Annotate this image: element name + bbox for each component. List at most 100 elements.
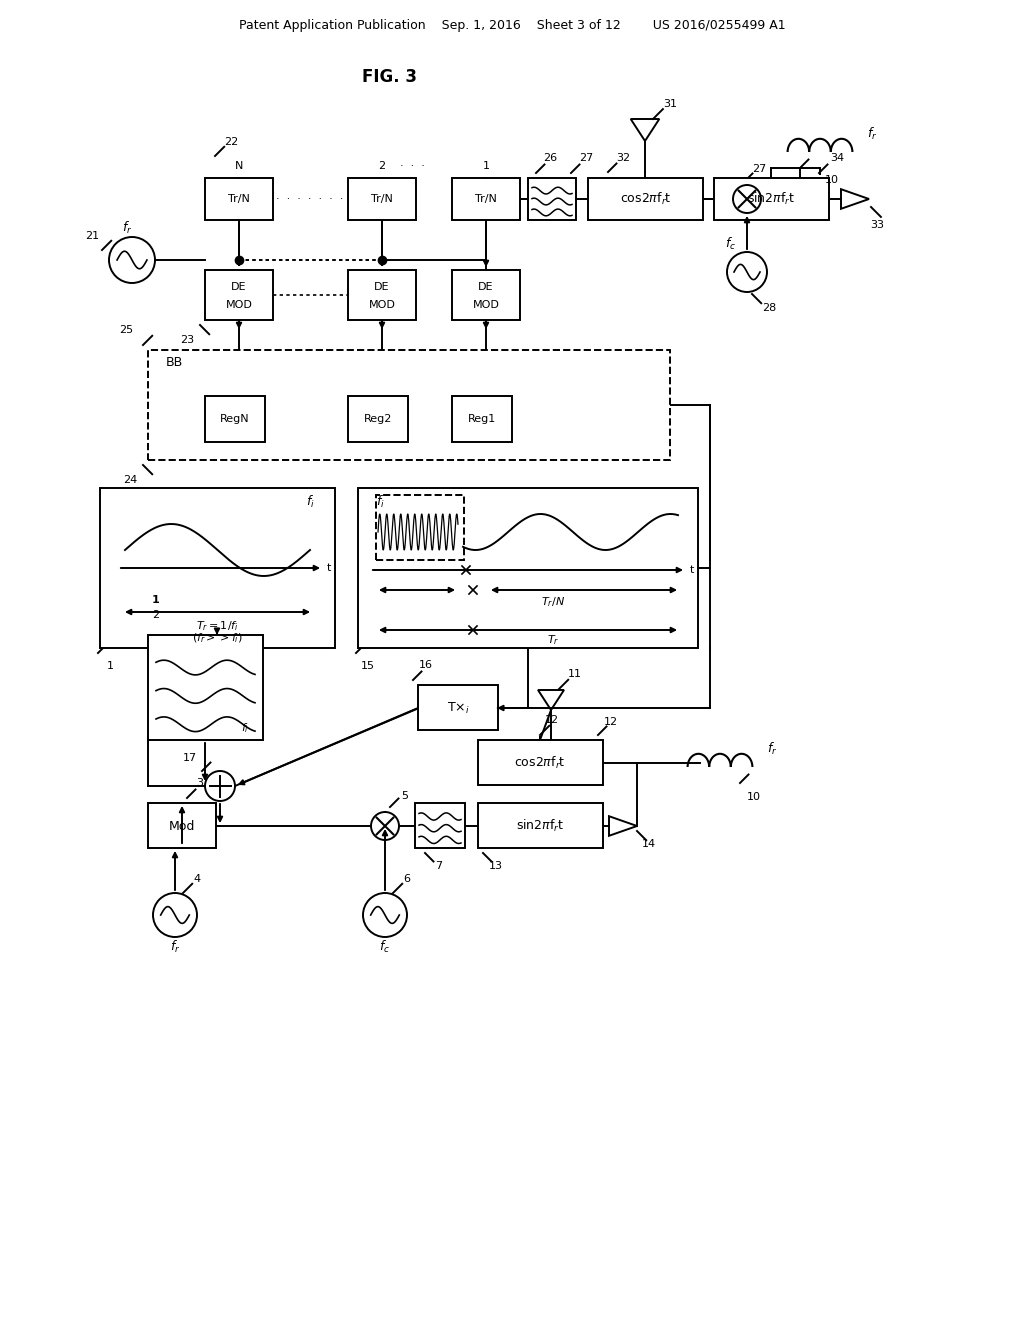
Text: MOD: MOD xyxy=(472,300,500,310)
Text: 6: 6 xyxy=(403,874,411,884)
Bar xyxy=(205,271,273,319)
Text: 12: 12 xyxy=(604,717,618,727)
Bar xyxy=(358,488,698,648)
Circle shape xyxy=(733,185,761,213)
Bar xyxy=(348,178,416,220)
Text: Patent Application Publication    Sep. 1, 2016    Sheet 3 of 12        US 2016/0: Patent Application Publication Sep. 1, 2… xyxy=(239,18,785,32)
Text: 28: 28 xyxy=(762,304,776,313)
Text: cos2$\pi$f$_r$t: cos2$\pi$f$_r$t xyxy=(514,755,566,771)
Text: 4: 4 xyxy=(194,874,201,884)
Circle shape xyxy=(205,771,234,801)
Text: 16: 16 xyxy=(419,660,433,671)
Text: $T_r$: $T_r$ xyxy=(547,634,559,647)
Text: 17: 17 xyxy=(183,752,197,763)
Text: 22: 22 xyxy=(224,137,239,147)
Text: 1: 1 xyxy=(106,661,114,671)
Circle shape xyxy=(109,238,155,282)
Text: $T_r/N$: $T_r/N$ xyxy=(541,595,565,609)
Text: $f_c$: $f_c$ xyxy=(725,236,736,252)
Circle shape xyxy=(371,812,399,840)
Text: Tr/N: Tr/N xyxy=(475,194,497,205)
Bar xyxy=(415,803,465,847)
Text: 2: 2 xyxy=(379,161,386,172)
Bar xyxy=(205,178,273,220)
Text: DE: DE xyxy=(231,281,247,292)
Circle shape xyxy=(153,894,197,937)
Text: 25: 25 xyxy=(119,325,133,335)
Text: Reg1: Reg1 xyxy=(468,414,496,424)
Bar xyxy=(348,271,416,319)
Text: DE: DE xyxy=(478,281,494,292)
Text: T$\times_i$: T$\times_i$ xyxy=(446,701,469,715)
Circle shape xyxy=(727,252,767,292)
Text: t: t xyxy=(690,565,694,576)
Bar xyxy=(714,178,829,220)
Text: 33: 33 xyxy=(870,220,884,230)
Text: cos2$\pi$f$_r$t: cos2$\pi$f$_r$t xyxy=(620,191,672,207)
Bar xyxy=(418,685,498,730)
Text: 26: 26 xyxy=(543,153,557,162)
Bar xyxy=(376,495,464,560)
Text: 2: 2 xyxy=(153,610,160,620)
Text: Tr/N: Tr/N xyxy=(228,194,250,205)
Text: 10: 10 xyxy=(825,176,839,185)
Text: 32: 32 xyxy=(616,153,630,162)
Text: ·  ·  ·: · · · xyxy=(399,161,424,172)
Text: 34: 34 xyxy=(829,153,844,162)
Text: $f_r$: $f_r$ xyxy=(767,741,777,758)
Text: MOD: MOD xyxy=(369,300,395,310)
Text: MOD: MOD xyxy=(225,300,253,310)
Circle shape xyxy=(362,894,407,937)
Text: ·  ·  ·  ·  ·  ·  ·: · · · · · · · xyxy=(276,194,344,205)
Text: sin2$\pi$f$_r$t: sin2$\pi$f$_r$t xyxy=(748,191,796,207)
Text: 1: 1 xyxy=(153,595,160,605)
Text: sin2$\pi$f$_r$t: sin2$\pi$f$_r$t xyxy=(516,818,564,834)
Bar xyxy=(528,178,575,220)
Text: RegN: RegN xyxy=(220,414,250,424)
Text: 12: 12 xyxy=(545,715,559,725)
Text: 31: 31 xyxy=(663,99,677,110)
Text: BB: BB xyxy=(166,355,183,368)
Text: 24: 24 xyxy=(123,475,137,484)
Bar xyxy=(452,396,512,442)
Text: $f_i$: $f_i$ xyxy=(376,494,384,510)
Text: 3: 3 xyxy=(197,777,204,788)
Text: 5: 5 xyxy=(401,791,409,801)
Bar xyxy=(148,635,263,741)
Bar xyxy=(478,803,603,847)
Text: $f_r$: $f_r$ xyxy=(170,939,180,956)
Text: 11: 11 xyxy=(568,669,582,678)
Text: FIG. 3: FIG. 3 xyxy=(362,69,418,86)
Bar xyxy=(205,396,265,442)
Text: 7: 7 xyxy=(435,861,442,871)
Text: 27: 27 xyxy=(579,153,593,162)
Text: t: t xyxy=(327,564,331,573)
Bar xyxy=(100,488,335,648)
Text: N: N xyxy=(234,161,243,172)
Text: 14: 14 xyxy=(642,840,656,849)
Text: 10: 10 xyxy=(746,792,761,803)
Bar xyxy=(452,178,520,220)
Text: $f_i$: $f_i$ xyxy=(305,494,314,510)
Text: $f_c$: $f_c$ xyxy=(380,939,390,956)
Text: 13: 13 xyxy=(489,861,503,871)
Bar xyxy=(478,741,603,785)
Text: Tr/N: Tr/N xyxy=(371,194,393,205)
Bar xyxy=(452,271,520,319)
Text: $f_r$: $f_r$ xyxy=(866,125,878,143)
Bar xyxy=(148,350,670,459)
Text: DE: DE xyxy=(374,281,390,292)
Text: 15: 15 xyxy=(361,661,375,671)
Bar xyxy=(148,803,216,847)
Text: Reg2: Reg2 xyxy=(364,414,392,424)
Bar xyxy=(348,396,408,442)
Text: $f_r$: $f_r$ xyxy=(122,220,132,236)
Text: 1: 1 xyxy=(482,161,489,172)
Text: $f_i$: $f_i$ xyxy=(241,721,249,735)
Bar xyxy=(588,178,703,220)
Text: $T_r=1/f_i$: $T_r=1/f_i$ xyxy=(196,619,239,632)
Text: 27: 27 xyxy=(752,164,766,174)
Text: Mod: Mod xyxy=(169,820,196,833)
Text: $(f_r>>f_i)$: $(f_r>>f_i)$ xyxy=(191,631,243,644)
Text: 23: 23 xyxy=(180,335,195,345)
